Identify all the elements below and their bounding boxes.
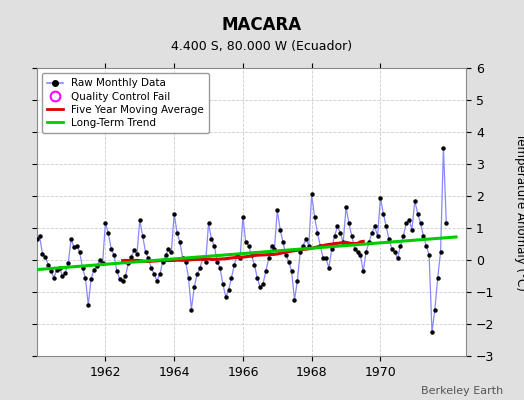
Legend: Raw Monthly Data, Quality Control Fail, Five Year Moving Average, Long-Term Tren: Raw Monthly Data, Quality Control Fail, …	[42, 73, 209, 133]
Text: 4.400 S, 80.000 W (Ecuador): 4.400 S, 80.000 W (Ecuador)	[171, 40, 353, 53]
Text: Berkeley Earth: Berkeley Earth	[421, 386, 503, 396]
Y-axis label: Temperature Anomaly (°C): Temperature Anomaly (°C)	[514, 133, 524, 291]
Text: MACARA: MACARA	[222, 16, 302, 34]
